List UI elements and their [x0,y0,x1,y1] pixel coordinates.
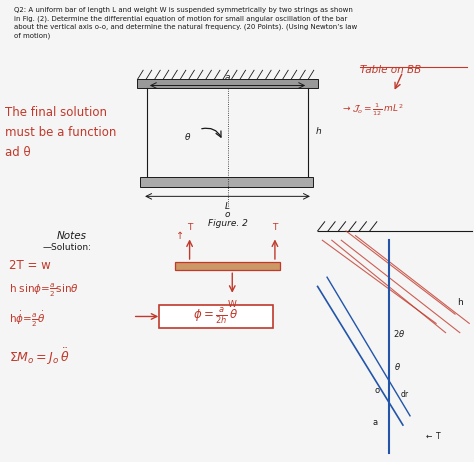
Text: a: a [225,73,230,82]
Text: The final solution
must be a function
ad θ: The final solution must be a function ad… [5,106,116,159]
Bar [137,79,318,88]
Text: Figure. 2: Figure. 2 [208,219,247,228]
Text: dr: dr [401,390,409,399]
Bar [140,177,313,187]
Bar [175,262,280,270]
Text: —Solution:: —Solution: [43,243,91,252]
Text: h$\dot{\phi}\!=\!\frac{a}{2}\dot{\theta}$: h$\dot{\phi}\!=\!\frac{a}{2}\dot{\theta}… [9,310,46,329]
Text: ↑: ↑ [176,231,184,241]
Text: T: T [187,223,192,232]
Text: Table on BB: Table on BB [360,65,421,75]
Text: $\theta$: $\theta$ [394,361,401,371]
Text: o: o [225,210,230,219]
Text: L: L [225,202,230,211]
Text: $2\theta$: $2\theta$ [393,328,406,339]
Text: h: h [457,298,463,307]
Text: $\theta$: $\theta$ [183,131,191,142]
Text: Notes: Notes [57,231,87,241]
Text: a: a [372,418,377,427]
Text: o: o [374,386,380,395]
Bar [159,305,273,328]
Text: 2T = w: 2T = w [9,259,51,272]
Text: W: W [228,300,237,309]
Text: h: h [315,127,321,136]
Text: Q2: A uniform bar of length L and weight W is suspended symmetrically by two str: Q2: A uniform bar of length L and weight… [14,7,357,39]
Text: T: T [272,223,278,232]
Text: $\Sigma M_o = J_o\,\ddot{\theta}$: $\Sigma M_o = J_o\,\ddot{\theta}$ [9,346,70,367]
Text: $\leftarrow$ T: $\leftarrow$ T [424,430,443,441]
Text: $\rightarrow \mathcal{J}_o = \frac{1}{12}\,mL^2$: $\rightarrow \mathcal{J}_o = \frac{1}{12… [341,102,404,118]
Text: $\phi = \frac{a}{2h}\,\theta$: $\phi = \frac{a}{2h}\,\theta$ [193,307,238,326]
Text: h sin$\phi\!=\!\frac{a}{2}$sin$\theta$: h sin$\phi\!=\!\frac{a}{2}$sin$\theta$ [9,282,79,299]
